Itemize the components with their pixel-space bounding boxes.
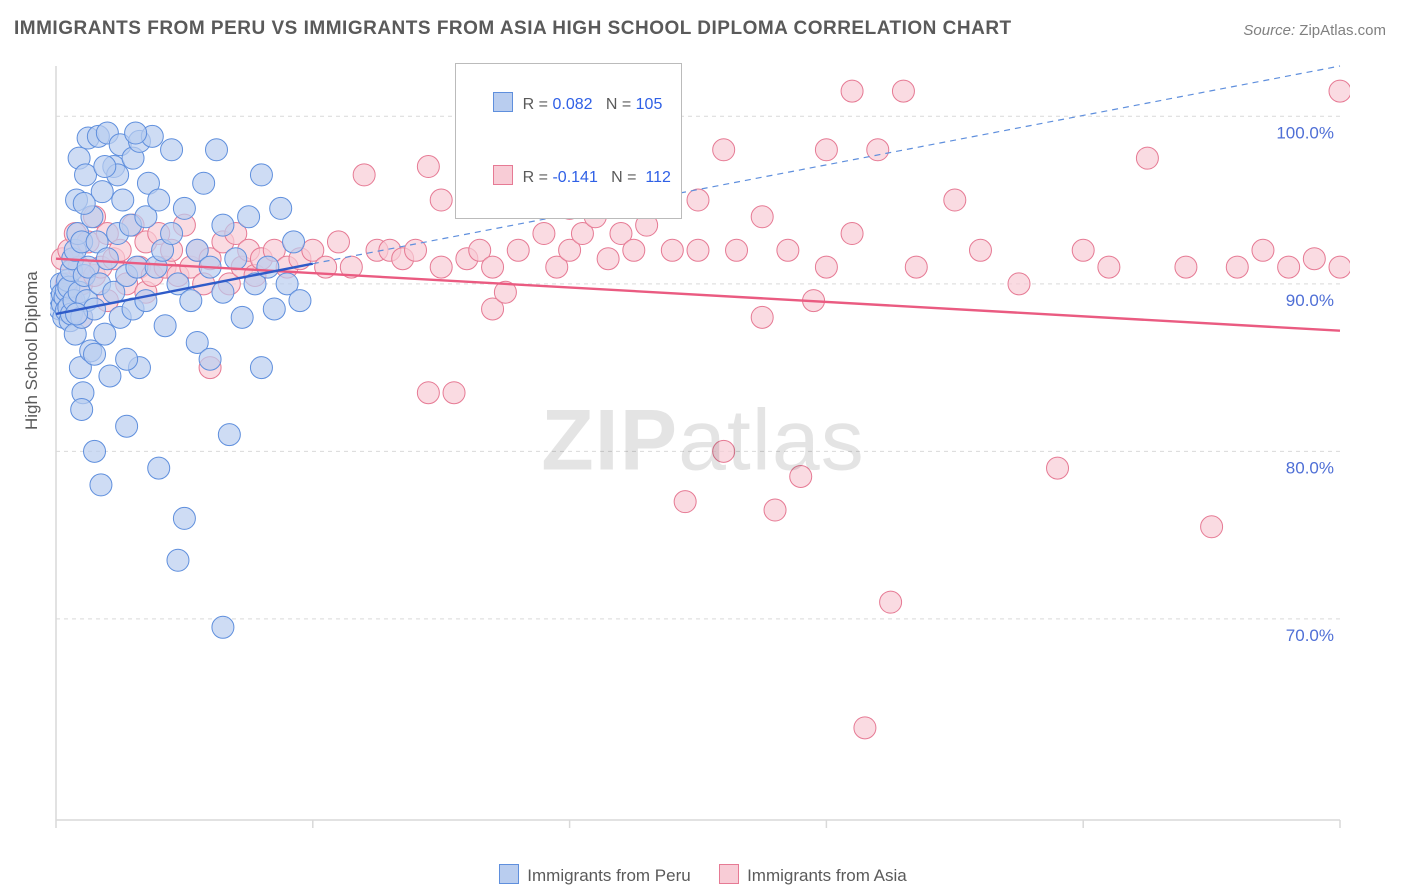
- stats-row-series-b: R = -0.141 N = 112: [466, 141, 671, 214]
- svg-text:70.0%: 70.0%: [1286, 626, 1334, 645]
- y-axis-label: High School Diploma: [22, 271, 42, 430]
- legend-label-series-a: Immigrants from Peru: [527, 866, 690, 885]
- source-label: Source:: [1243, 22, 1295, 39]
- stats-r-label-a: R =: [523, 96, 553, 113]
- legend-swatch-series-b: [719, 864, 739, 884]
- stats-n-value-b: 112: [645, 169, 671, 186]
- chart-title: IMMIGRANTS FROM PERU VS IMMIGRANTS FROM …: [14, 18, 1012, 40]
- stats-n-value-a: 105: [636, 96, 663, 113]
- stats-n-label-a: N =: [593, 96, 636, 113]
- stats-n-label-b: N =: [598, 169, 646, 186]
- stats-r-value-b: -0.141: [552, 169, 597, 186]
- svg-text:80.0%: 80.0%: [1286, 458, 1334, 477]
- svg-text:100.0%: 100.0%: [1276, 123, 1334, 142]
- stats-swatch-series-b: [493, 165, 513, 185]
- legend-label-series-b: Immigrants from Asia: [747, 866, 907, 885]
- scatter-chart-svg: 70.0%80.0%90.0%100.0%0.0%100.0%: [50, 60, 1350, 830]
- correlation-stats-box: R = 0.082 N = 105 R = -0.141 N = 112: [455, 63, 682, 219]
- bottom-legend: Immigrants from Peru Immigrants from Asi…: [0, 864, 1406, 886]
- stats-row-series-a: R = 0.082 N = 105: [466, 68, 671, 141]
- stats-r-label-b: R =: [523, 169, 553, 186]
- stats-swatch-series-a: [493, 92, 513, 112]
- legend-swatch-series-a: [499, 864, 519, 884]
- source-attribution: Source: ZipAtlas.com: [1243, 22, 1386, 39]
- chart-area: 70.0%80.0%90.0%100.0%0.0%100.0%: [50, 60, 1390, 850]
- stats-r-value-a: 0.082: [552, 96, 592, 113]
- source-value: ZipAtlas.com: [1299, 22, 1386, 39]
- svg-text:90.0%: 90.0%: [1286, 291, 1334, 310]
